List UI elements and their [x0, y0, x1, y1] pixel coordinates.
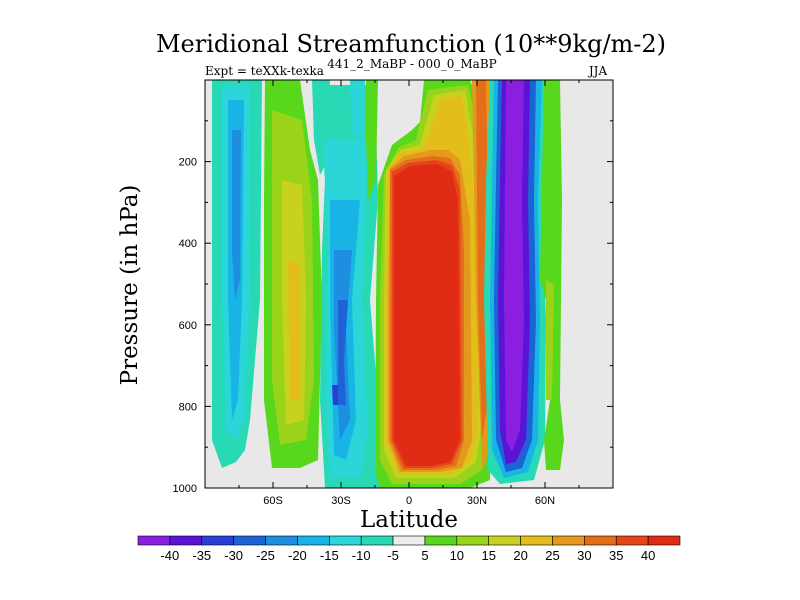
- contour-fill: [232, 130, 241, 300]
- colorbar-label: 25: [545, 548, 559, 563]
- subtitle-center: 441_2_MaBP - 000_0_MaBP: [327, 57, 496, 71]
- y-tick-label: 400: [179, 238, 197, 250]
- x-tick-label: 30N: [467, 495, 487, 507]
- y-tick-label: 800: [179, 401, 197, 413]
- x-tick-label: 60S: [263, 495, 283, 507]
- x-tick-label: 0: [406, 495, 412, 507]
- colorbar-swatch: [265, 535, 298, 546]
- contour-fill: [476, 80, 488, 440]
- subtitle-right: JJA: [587, 64, 608, 78]
- colorbar-swatch: [201, 535, 234, 546]
- colorbar-swatch: [169, 535, 203, 546]
- colorbar-label: -25: [256, 548, 275, 563]
- colorbar-swatch: [552, 535, 585, 546]
- y-tick-label: 600: [179, 320, 197, 332]
- contour-fill: [350, 80, 365, 140]
- colorbar-label: -30: [224, 548, 243, 563]
- colorbar-label: -35: [192, 548, 211, 563]
- colorbar-label: -40: [160, 548, 179, 563]
- colorbar-swatch: [615, 535, 649, 546]
- colorbar-swatch: [584, 535, 617, 546]
- colorbar-label: 5: [421, 548, 428, 563]
- colorbar-label: 35: [609, 548, 623, 563]
- colorbar-label: 40: [641, 548, 655, 563]
- colorbar-swatch: [520, 535, 553, 546]
- contour-fill: [540, 80, 564, 470]
- x-axis-label: Latitude: [360, 507, 458, 533]
- subtitle-left: Expt = teXXk-texka: [205, 64, 324, 78]
- colorbar-swatch: [297, 535, 330, 546]
- colorbar-label: 30: [577, 548, 591, 563]
- plot-area: [204, 79, 614, 489]
- colorbar-swatch: [233, 535, 266, 546]
- contour-fill: [366, 80, 378, 200]
- colorbar-swatch: [392, 535, 426, 546]
- colorbar-swatch: [328, 535, 362, 546]
- colorbar-label: 10: [450, 548, 464, 563]
- y-axis: 200 400 600 800 1000: [173, 120, 613, 495]
- contour-fill: [288, 260, 300, 400]
- colorbar-swatch: [137, 535, 171, 546]
- colorbar: -40 -35 -30 -25 -20 -15 -10 -5 5 10 15 20 25 30 35 40: [137, 535, 681, 563]
- contour-fill: [338, 300, 348, 405]
- x-axis: 60S 30S 0 30N 60N: [238, 80, 580, 507]
- colorbar-label: -20: [288, 548, 307, 563]
- contour-fill: [504, 80, 524, 452]
- contour-fill: [546, 280, 554, 400]
- chart-title: Meridional Streamfunction (10**9kg/m-2): [156, 30, 666, 58]
- contour-fills: [212, 80, 564, 488]
- y-axis-label: Pressure (in hPa): [117, 185, 143, 386]
- colorbar-swatch: [360, 535, 394, 546]
- y-tick-label: 1000: [173, 483, 197, 495]
- colorbar-swatch: [488, 535, 521, 546]
- colorbar-swatch: [647, 535, 681, 546]
- x-tick-label: 60N: [535, 495, 555, 507]
- colorbar-label: 20: [513, 548, 527, 563]
- x-tick-label: 30S: [331, 495, 351, 507]
- contour-fill: [332, 385, 338, 405]
- colorbar-label: -10: [352, 548, 371, 563]
- colorbar-swatch: [424, 535, 458, 546]
- colorbar-label: -5: [387, 548, 399, 563]
- colorbar-label: 15: [481, 548, 495, 563]
- colorbar-label: -15: [320, 548, 339, 563]
- contour-fill: [394, 164, 460, 466]
- y-tick-label: 200: [179, 157, 197, 169]
- colorbar-swatch: [456, 535, 490, 546]
